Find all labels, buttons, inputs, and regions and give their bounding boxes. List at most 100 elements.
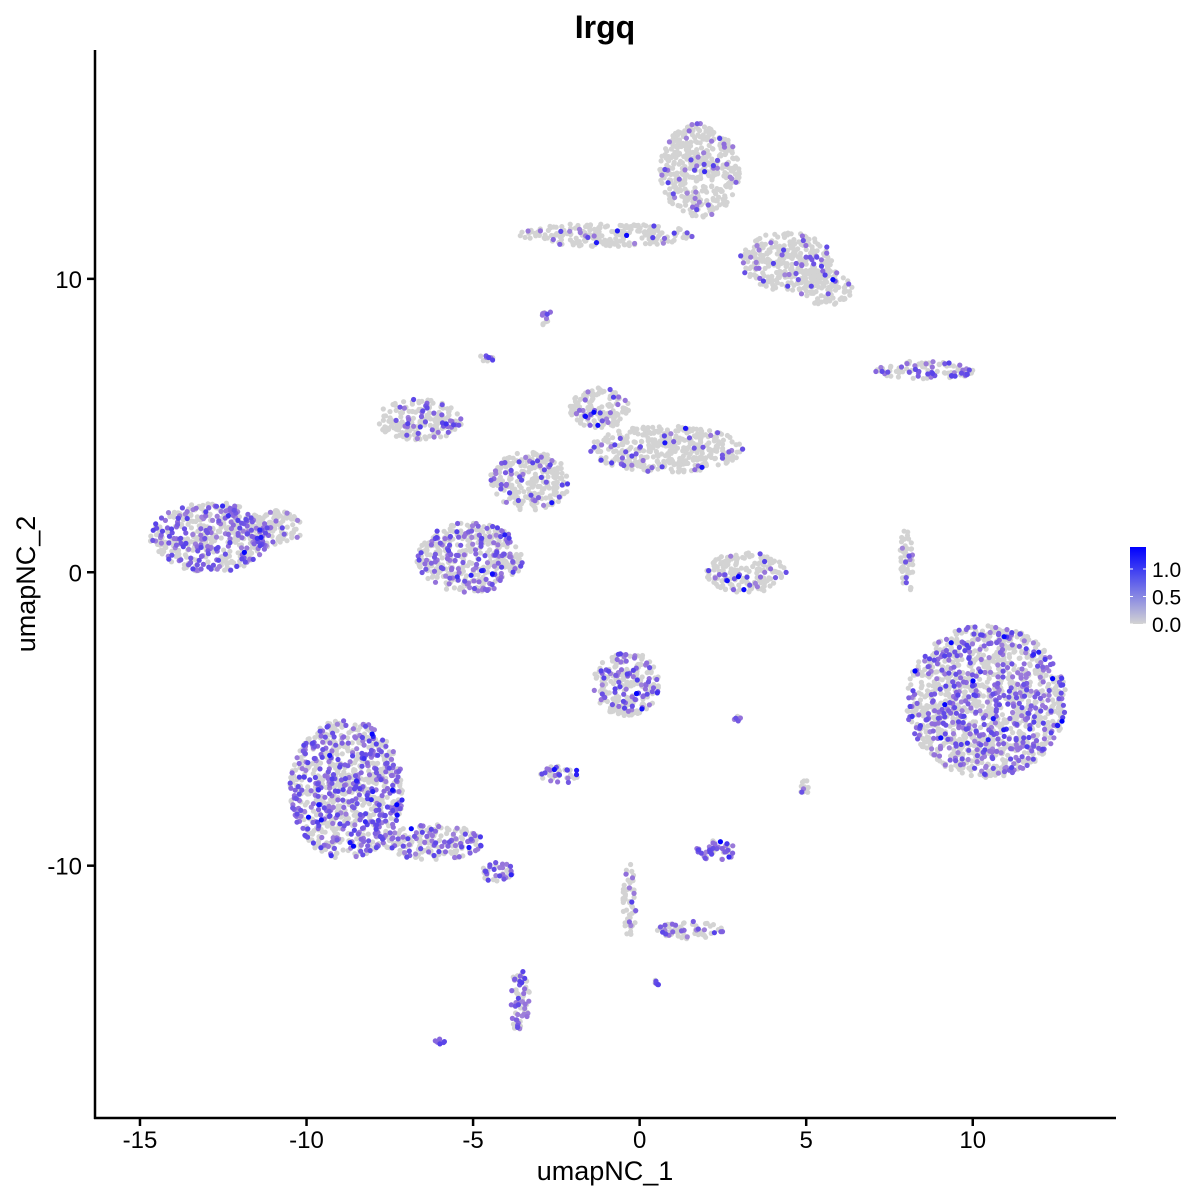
cell-point (841, 285, 848, 291)
cell-point (532, 471, 539, 477)
cell-point (934, 669, 940, 675)
cell-point (827, 298, 833, 304)
cell-point (687, 150, 694, 156)
cell-point (272, 526, 278, 532)
cell-point-expressing (450, 831, 456, 837)
cell-point (610, 696, 616, 702)
cell-point (384, 794, 390, 800)
cell-point (398, 414, 404, 420)
cell-point (840, 275, 846, 281)
cell-point (182, 552, 188, 558)
cell-point (676, 161, 682, 167)
cell-point (733, 442, 739, 448)
cell-point (671, 159, 677, 165)
cell-point (370, 839, 376, 845)
cell-point (446, 412, 452, 418)
cell-point (959, 770, 965, 776)
cell-point-expressing (213, 534, 220, 540)
cell-point-expressing (1030, 640, 1036, 646)
cell-point (723, 559, 729, 565)
cell-point (694, 177, 700, 183)
cell-point (551, 487, 557, 493)
cell-point-expressing (541, 502, 547, 508)
cell-point (605, 402, 611, 408)
cell-point-expressing (682, 167, 688, 173)
cell-point (291, 762, 298, 768)
cell-point (334, 850, 340, 856)
cell-point (778, 563, 784, 569)
cell-point (999, 712, 1006, 718)
cell-point (406, 408, 412, 414)
cell-point (930, 714, 937, 721)
cell-point (673, 433, 679, 439)
cell-point (812, 236, 818, 242)
cell-point (654, 459, 661, 465)
cell-point (699, 450, 705, 456)
cell-point-expressing (660, 240, 667, 246)
cell-point (641, 222, 647, 228)
cell-point-expressing (696, 199, 702, 205)
cell-point (656, 424, 662, 430)
cell-point (630, 425, 636, 431)
cell-point (676, 469, 682, 475)
cell-point (652, 437, 658, 443)
cell-point (380, 800, 386, 807)
cell-point (610, 708, 616, 714)
cell-point (514, 450, 520, 457)
cell-point-expressing (998, 750, 1004, 756)
cell-point (898, 555, 904, 561)
cell-point-expressing (343, 811, 349, 817)
cell-point (615, 411, 621, 418)
cell-point (721, 197, 727, 203)
cell-point (635, 228, 641, 234)
cell-point (424, 551, 430, 558)
cell-point (570, 239, 576, 246)
cell-point (396, 851, 402, 857)
cell-point (500, 542, 506, 548)
cell-point (628, 861, 634, 868)
cell-point-expressing (950, 731, 957, 737)
cell-point (910, 709, 916, 715)
cell-point-expressing (413, 851, 419, 857)
cell-point (761, 588, 767, 594)
cell-point (433, 856, 439, 862)
cell-point (682, 131, 688, 137)
cell-point (360, 802, 366, 808)
cell-point (678, 143, 684, 150)
cell-point (468, 548, 474, 555)
cell-point (235, 550, 241, 556)
cell-point (908, 682, 914, 688)
cell-point (707, 428, 713, 434)
cell-point (1038, 714, 1044, 721)
cell-point (682, 445, 689, 451)
cell-point (284, 524, 290, 530)
cell-point (1046, 681, 1052, 687)
cell-point (908, 546, 914, 552)
cell-point (559, 224, 565, 230)
cell-point (1041, 647, 1047, 653)
cell-point (351, 768, 357, 775)
cell-point (434, 574, 440, 580)
cell-point-expressing (693, 189, 699, 195)
cell-point (371, 811, 377, 818)
cell-point (710, 195, 716, 202)
cell-point (188, 525, 194, 531)
cell-point (709, 175, 715, 181)
cell-point (176, 551, 182, 557)
cell-point-expressing (567, 228, 573, 234)
cell-point (621, 882, 627, 888)
cell-point (526, 469, 532, 475)
cell-point (328, 797, 334, 803)
cell-point-expressing (986, 655, 992, 661)
cell-point (589, 243, 596, 249)
cell-point (544, 456, 550, 462)
cell-point (653, 448, 660, 455)
cell-point (545, 474, 551, 480)
cell-point (616, 694, 622, 700)
cell-point (734, 567, 741, 573)
cell-point (768, 576, 774, 582)
cell-point (693, 138, 699, 144)
cell-point (755, 561, 761, 567)
cell-point (376, 421, 382, 427)
cell-point (569, 412, 575, 418)
